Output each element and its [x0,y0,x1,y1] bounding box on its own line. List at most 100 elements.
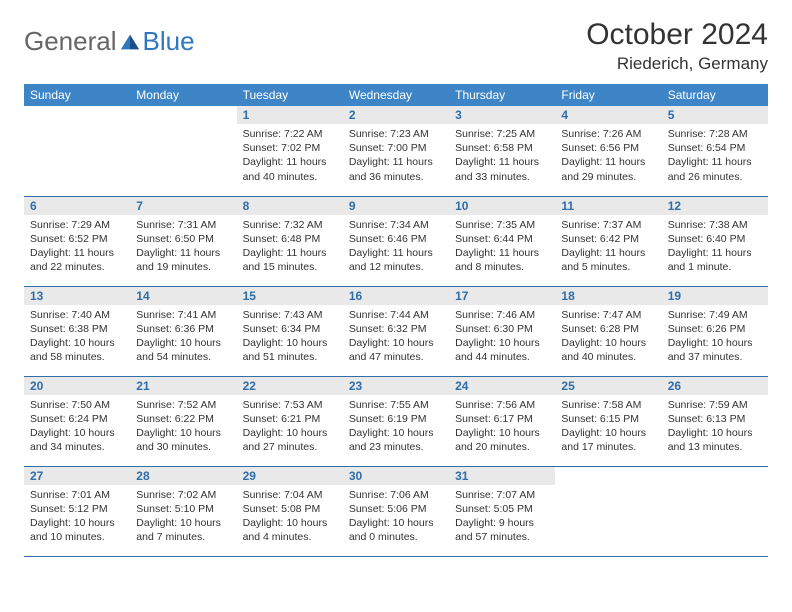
calendar-cell: 14Sunrise: 7:41 AMSunset: 6:36 PMDayligh… [130,286,236,376]
calendar-cell: 4Sunrise: 7:26 AMSunset: 6:56 PMDaylight… [555,106,661,196]
daylight-text: Daylight: 11 hours and 36 minutes. [349,155,443,183]
calendar-cell: 19Sunrise: 7:49 AMSunset: 6:26 PMDayligh… [662,286,768,376]
day-number: 15 [237,287,343,305]
day-number: 29 [237,467,343,485]
sunrise-text: Sunrise: 7:59 AM [668,398,762,412]
day-details: Sunrise: 7:02 AMSunset: 5:10 PMDaylight:… [130,485,236,549]
day-details: Sunrise: 7:43 AMSunset: 6:34 PMDaylight:… [237,305,343,369]
sunset-text: Sunset: 6:24 PM [30,412,124,426]
calendar-cell: 12Sunrise: 7:38 AMSunset: 6:40 PMDayligh… [662,196,768,286]
day-number: 11 [555,197,661,215]
sunrise-text: Sunrise: 7:26 AM [561,127,655,141]
daylight-text: Daylight: 10 hours and 34 minutes. [30,426,124,454]
day-details: Sunrise: 7:04 AMSunset: 5:08 PMDaylight:… [237,485,343,549]
day-details: Sunrise: 7:22 AMSunset: 7:02 PMDaylight:… [237,124,343,188]
sunset-text: Sunset: 7:02 PM [243,141,337,155]
sunrise-text: Sunrise: 7:04 AM [243,488,337,502]
day-details: Sunrise: 7:49 AMSunset: 6:26 PMDaylight:… [662,305,768,369]
day-details: Sunrise: 7:26 AMSunset: 6:56 PMDaylight:… [555,124,661,188]
day-details: Sunrise: 7:31 AMSunset: 6:50 PMDaylight:… [130,215,236,279]
calendar-cell: 18Sunrise: 7:47 AMSunset: 6:28 PMDayligh… [555,286,661,376]
sunrise-text: Sunrise: 7:07 AM [455,488,549,502]
sunrise-text: Sunrise: 7:53 AM [243,398,337,412]
day-number: 8 [237,197,343,215]
sunrise-text: Sunrise: 7:25 AM [455,127,549,141]
day-details: Sunrise: 7:37 AMSunset: 6:42 PMDaylight:… [555,215,661,279]
weekday-header: Monday [130,84,236,106]
sunrise-text: Sunrise: 7:23 AM [349,127,443,141]
sunrise-text: Sunrise: 7:01 AM [30,488,124,502]
calendar-cell: 21Sunrise: 7:52 AMSunset: 6:22 PMDayligh… [130,376,236,466]
sunset-text: Sunset: 5:10 PM [136,502,230,516]
day-details: Sunrise: 7:23 AMSunset: 7:00 PMDaylight:… [343,124,449,188]
day-number: 28 [130,467,236,485]
day-details: Sunrise: 7:46 AMSunset: 6:30 PMDaylight:… [449,305,555,369]
day-number: 2 [343,106,449,124]
calendar-cell: 16Sunrise: 7:44 AMSunset: 6:32 PMDayligh… [343,286,449,376]
sunset-text: Sunset: 6:28 PM [561,322,655,336]
daylight-text: Daylight: 10 hours and 17 minutes. [561,426,655,454]
sunrise-text: Sunrise: 7:06 AM [349,488,443,502]
daylight-text: Daylight: 11 hours and 12 minutes. [349,246,443,274]
day-number: 17 [449,287,555,305]
sunrise-text: Sunrise: 7:37 AM [561,218,655,232]
day-number: 4 [555,106,661,124]
calendar-row: 1Sunrise: 7:22 AMSunset: 7:02 PMDaylight… [24,106,768,196]
calendar-cell: 7Sunrise: 7:31 AMSunset: 6:50 PMDaylight… [130,196,236,286]
sunrise-text: Sunrise: 7:38 AM [668,218,762,232]
day-details: Sunrise: 7:29 AMSunset: 6:52 PMDaylight:… [24,215,130,279]
daylight-text: Daylight: 9 hours and 57 minutes. [455,516,549,544]
sunset-text: Sunset: 6:26 PM [668,322,762,336]
day-number: 16 [343,287,449,305]
daylight-text: Daylight: 11 hours and 15 minutes. [243,246,337,274]
sunrise-text: Sunrise: 7:35 AM [455,218,549,232]
weekday-header: Saturday [662,84,768,106]
weekday-header: Friday [555,84,661,106]
daylight-text: Daylight: 11 hours and 22 minutes. [30,246,124,274]
daylight-text: Daylight: 10 hours and 13 minutes. [668,426,762,454]
sunset-text: Sunset: 6:21 PM [243,412,337,426]
daylight-text: Daylight: 11 hours and 8 minutes. [455,246,549,274]
sunset-text: Sunset: 6:52 PM [30,232,124,246]
day-number: 26 [662,377,768,395]
daylight-text: Daylight: 10 hours and 40 minutes. [561,336,655,364]
calendar-row: 13Sunrise: 7:40 AMSunset: 6:38 PMDayligh… [24,286,768,376]
day-details: Sunrise: 7:50 AMSunset: 6:24 PMDaylight:… [24,395,130,459]
day-number: 30 [343,467,449,485]
sunset-text: Sunset: 5:06 PM [349,502,443,516]
sunrise-text: Sunrise: 7:58 AM [561,398,655,412]
calendar-cell: 11Sunrise: 7:37 AMSunset: 6:42 PMDayligh… [555,196,661,286]
calendar-cell: 24Sunrise: 7:56 AMSunset: 6:17 PMDayligh… [449,376,555,466]
sunrise-text: Sunrise: 7:32 AM [243,218,337,232]
logo-text-general: General [24,26,117,57]
day-number: 5 [662,106,768,124]
calendar-row: 6Sunrise: 7:29 AMSunset: 6:52 PMDaylight… [24,196,768,286]
sunset-text: Sunset: 5:12 PM [30,502,124,516]
daylight-text: Daylight: 11 hours and 19 minutes. [136,246,230,274]
calendar-cell-empty [555,466,661,556]
day-number: 14 [130,287,236,305]
sunset-text: Sunset: 6:13 PM [668,412,762,426]
daylight-text: Daylight: 10 hours and 30 minutes. [136,426,230,454]
calendar-cell: 8Sunrise: 7:32 AMSunset: 6:48 PMDaylight… [237,196,343,286]
daylight-text: Daylight: 10 hours and 20 minutes. [455,426,549,454]
calendar-body: 1Sunrise: 7:22 AMSunset: 7:02 PMDaylight… [24,106,768,556]
sunset-text: Sunset: 6:56 PM [561,141,655,155]
daylight-text: Daylight: 10 hours and 27 minutes. [243,426,337,454]
day-details: Sunrise: 7:06 AMSunset: 5:06 PMDaylight:… [343,485,449,549]
sunset-text: Sunset: 6:50 PM [136,232,230,246]
logo-icon [119,31,141,53]
day-number: 23 [343,377,449,395]
sunrise-text: Sunrise: 7:56 AM [455,398,549,412]
sunset-text: Sunset: 5:08 PM [243,502,337,516]
day-number: 25 [555,377,661,395]
sunset-text: Sunset: 6:40 PM [668,232,762,246]
sunrise-text: Sunrise: 7:50 AM [30,398,124,412]
daylight-text: Daylight: 10 hours and 37 minutes. [668,336,762,364]
calendar-cell: 28Sunrise: 7:02 AMSunset: 5:10 PMDayligh… [130,466,236,556]
sunrise-text: Sunrise: 7:31 AM [136,218,230,232]
day-number: 24 [449,377,555,395]
day-details: Sunrise: 7:40 AMSunset: 6:38 PMDaylight:… [24,305,130,369]
day-number: 19 [662,287,768,305]
daylight-text: Daylight: 10 hours and 23 minutes. [349,426,443,454]
